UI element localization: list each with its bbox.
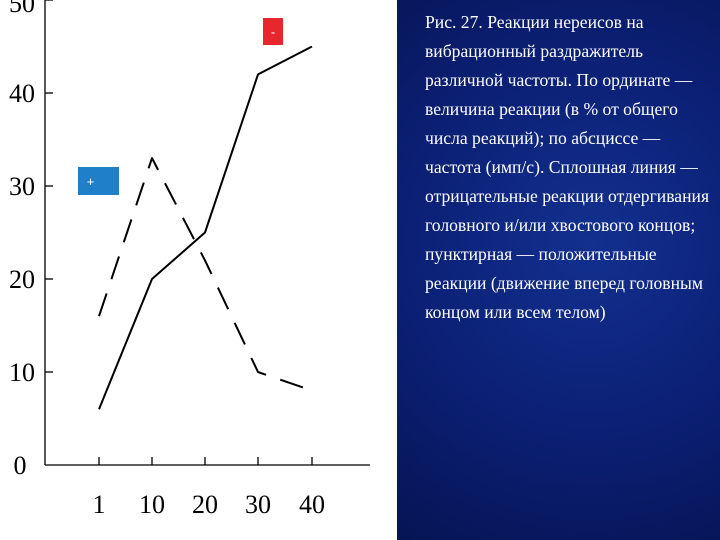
plus-badge: [78, 167, 119, 195]
minus-badge: [263, 18, 283, 45]
minus-badge-label: -: [271, 25, 275, 40]
x-tick-label: 1: [93, 490, 106, 519]
plus-badge-label: +: [87, 174, 95, 189]
chart-area: 0 10 20 30 40 50 1 10 20 30 40 - +: [9, 0, 370, 519]
solid-series-line: [98, 45, 313, 410]
line-chart: 0 10 20 30 40 50 1 10 20 30 40 - +: [9, 0, 370, 519]
y-tick-label: 0: [14, 451, 27, 480]
x-tick-label: 30: [245, 490, 271, 519]
y-tick-label: 50: [9, 0, 35, 18]
dashed-series-line: [98, 157, 313, 392]
y-tick-label: 40: [9, 79, 35, 108]
y-tick-label: 20: [9, 265, 35, 294]
figure-caption: Рис. 27. Реакции нереисов на вибрационны…: [425, 12, 714, 322]
caption-panel: Рис. 27. Реакции нереисов на вибрационны…: [397, 0, 720, 540]
y-tick-label: 30: [9, 172, 35, 201]
x-tick-label: 20: [192, 490, 218, 519]
x-tick-label: 10: [139, 490, 165, 519]
x-tick-label: 40: [299, 490, 325, 519]
y-tick-label: 10: [9, 358, 35, 387]
